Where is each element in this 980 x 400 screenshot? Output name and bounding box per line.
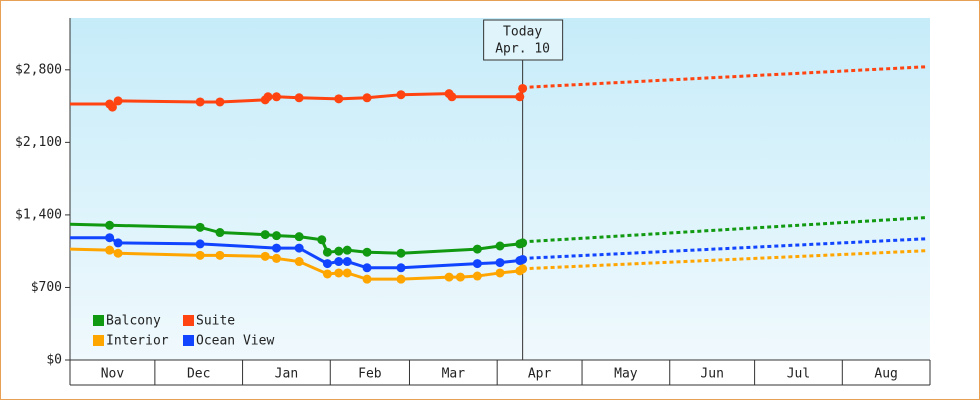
legend-label: Balcony (106, 314, 161, 329)
point (472, 259, 482, 269)
point (342, 257, 352, 267)
point (294, 257, 304, 267)
point (444, 272, 454, 282)
legend-swatch (183, 315, 194, 326)
point (515, 92, 525, 102)
point (362, 274, 372, 284)
point (195, 97, 205, 107)
point (334, 268, 344, 278)
today-label: Today (503, 25, 542, 40)
point (294, 93, 304, 103)
point (322, 259, 332, 269)
point (195, 222, 205, 232)
point (272, 231, 282, 241)
point (294, 232, 304, 242)
legend-label: Suite (196, 314, 235, 329)
point (334, 94, 344, 104)
point (334, 246, 344, 256)
point (472, 244, 482, 254)
plot-area (70, 18, 930, 360)
y-tick-label: $2,100 (15, 135, 62, 150)
point (263, 92, 273, 102)
point (272, 243, 282, 253)
x-tick-label: Jul (787, 367, 810, 382)
point (294, 243, 304, 253)
point (518, 83, 528, 93)
x-tick-label: Jan (275, 367, 298, 382)
y-tick-label: $1,400 (15, 207, 62, 222)
point (215, 250, 225, 260)
y-tick-label: $0 (46, 353, 62, 368)
legend-swatch (93, 335, 104, 346)
point (396, 248, 406, 258)
point (362, 247, 372, 257)
point (396, 263, 406, 273)
point (105, 220, 115, 230)
point (518, 254, 528, 264)
x-tick-label: May (614, 367, 638, 382)
point (362, 93, 372, 103)
forecast-line (522, 237, 928, 260)
point (495, 258, 505, 268)
point (105, 245, 115, 255)
point (495, 241, 505, 251)
x-tick-label: Feb (358, 367, 382, 382)
y-tick-label: $2,800 (15, 62, 62, 77)
x-tick-label: Jun (700, 367, 723, 382)
point (342, 268, 352, 278)
point (518, 238, 528, 248)
y-tick-label: $700 (31, 280, 62, 295)
x-tick-label: Dec (187, 367, 210, 382)
point (113, 248, 123, 258)
point (215, 97, 225, 107)
point (455, 272, 465, 282)
x-tick-label: Nov (101, 367, 125, 382)
x-tick-label: Aug (874, 367, 897, 382)
point (447, 92, 457, 102)
forecast-line (522, 65, 928, 89)
point (272, 253, 282, 263)
point (215, 228, 225, 238)
point (105, 233, 115, 243)
legend-swatch (93, 315, 104, 326)
forecast-line (522, 249, 928, 271)
legend-label: Interior (106, 334, 169, 349)
point (260, 251, 270, 261)
point (195, 250, 205, 260)
point (113, 238, 123, 248)
today-date: Apr. 10 (495, 42, 550, 57)
point (362, 263, 372, 273)
point (260, 230, 270, 240)
point (195, 239, 205, 249)
point (472, 271, 482, 281)
legend-swatch (183, 335, 194, 346)
point (322, 269, 332, 279)
x-tick-label: Apr (528, 367, 552, 382)
point (272, 92, 282, 102)
point (113, 96, 123, 106)
point (107, 102, 117, 112)
point (396, 90, 406, 100)
point (396, 274, 406, 284)
today-box (483, 19, 564, 61)
point (495, 268, 505, 278)
point (518, 264, 528, 274)
point (322, 247, 332, 257)
point (317, 235, 327, 245)
forecast-line (522, 216, 928, 244)
point (334, 257, 344, 267)
point (342, 245, 352, 255)
legend-label: Ocean View (196, 334, 274, 349)
x-tick-label: Mar (442, 367, 466, 382)
